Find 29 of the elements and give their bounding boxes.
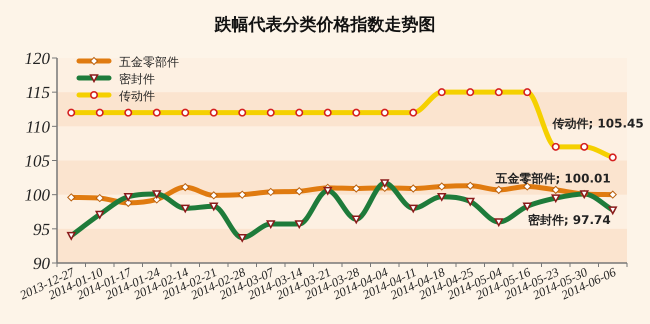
point bbox=[295, 187, 304, 196]
legend-label: 密封件 bbox=[119, 72, 155, 86]
y-tick-label: 110 bbox=[26, 117, 50, 136]
point bbox=[238, 190, 246, 199]
y-tick-label: 100 bbox=[24, 186, 50, 205]
point bbox=[466, 182, 474, 190]
point bbox=[181, 183, 190, 192]
legend-label: 传动件 bbox=[119, 89, 155, 103]
point bbox=[266, 188, 275, 196]
point bbox=[409, 184, 418, 193]
annotation: 五金零部件; 100.01 bbox=[494, 172, 611, 186]
y-tick-label: 95 bbox=[33, 220, 50, 239]
point bbox=[552, 186, 560, 194]
point bbox=[210, 191, 218, 200]
annotation: 传动件; 105.45 bbox=[551, 116, 644, 130]
point bbox=[67, 193, 76, 202]
annotation: 密封件; 97.74 bbox=[528, 213, 611, 228]
legend-label: 五金零部件 bbox=[119, 55, 179, 69]
y-tick-label: 120 bbox=[24, 49, 50, 68]
point bbox=[124, 198, 132, 207]
point bbox=[352, 184, 360, 193]
y-tick-label: 115 bbox=[26, 83, 50, 102]
chart-title: 跌幅代表分类价格指数走势图 bbox=[214, 15, 436, 35]
point bbox=[494, 186, 503, 194]
point bbox=[96, 194, 104, 202]
point bbox=[438, 182, 446, 190]
point bbox=[608, 190, 617, 199]
y-tick-label: 105 bbox=[24, 152, 50, 170]
y-tick-label: 90 bbox=[33, 254, 50, 273]
